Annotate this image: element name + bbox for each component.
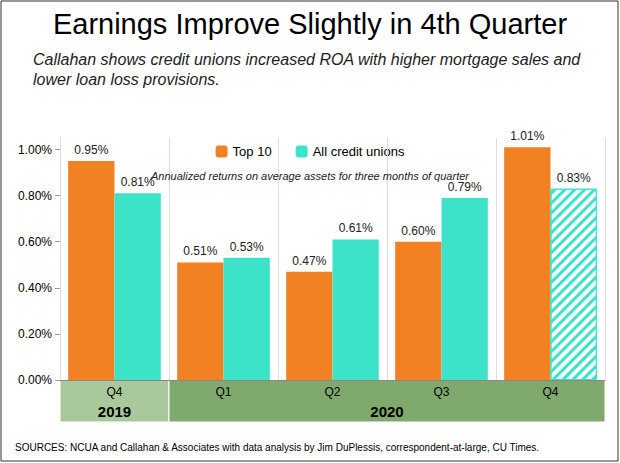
svg-text:0.61%: 0.61% xyxy=(339,221,373,235)
svg-text:1.00%: 1.00% xyxy=(18,143,52,157)
svg-text:0.80%: 0.80% xyxy=(18,189,52,203)
svg-text:0.47%: 0.47% xyxy=(292,254,326,268)
svg-text:Q3: Q3 xyxy=(433,385,449,399)
svg-text:lower loan loss provisions.: lower loan loss provisions. xyxy=(33,71,220,88)
svg-text:Annualized returns on average: Annualized returns on average assets for… xyxy=(150,170,470,182)
svg-text:0.95%: 0.95% xyxy=(74,143,108,157)
svg-text:0.60%: 0.60% xyxy=(18,235,52,249)
svg-text:0.60%: 0.60% xyxy=(401,224,435,238)
svg-text:1.01%: 1.01% xyxy=(510,129,544,143)
svg-text:Callahan shows credit unions i: Callahan shows credit unions increased R… xyxy=(33,51,585,68)
svg-text:SOURCES: NCUA and Callahan & A: SOURCES: NCUA and Callahan & Associates … xyxy=(15,442,539,453)
svg-text:0.51%: 0.51% xyxy=(183,244,217,258)
svg-text:Q2: Q2 xyxy=(324,385,340,399)
svg-text:Earnings Improve Slightly in 4: Earnings Improve Slightly in 4th Quarter xyxy=(53,8,568,40)
svg-text:Q1: Q1 xyxy=(215,385,231,399)
svg-text:0.40%: 0.40% xyxy=(18,281,52,295)
svg-text:0.79%: 0.79% xyxy=(448,180,482,194)
svg-text:Q4: Q4 xyxy=(542,385,558,399)
svg-text:0.81%: 0.81% xyxy=(121,175,155,189)
svg-text:Top 10: Top 10 xyxy=(233,144,272,159)
svg-text:0.53%: 0.53% xyxy=(230,240,264,254)
svg-text:2019: 2019 xyxy=(98,403,131,420)
svg-text:All credit unions: All credit unions xyxy=(313,144,405,159)
svg-text:0.20%: 0.20% xyxy=(18,327,52,341)
svg-text:0.83%: 0.83% xyxy=(557,171,591,185)
svg-text:Q4: Q4 xyxy=(106,385,122,399)
svg-text:2020: 2020 xyxy=(370,403,403,420)
svg-text:0.00%: 0.00% xyxy=(18,373,52,387)
